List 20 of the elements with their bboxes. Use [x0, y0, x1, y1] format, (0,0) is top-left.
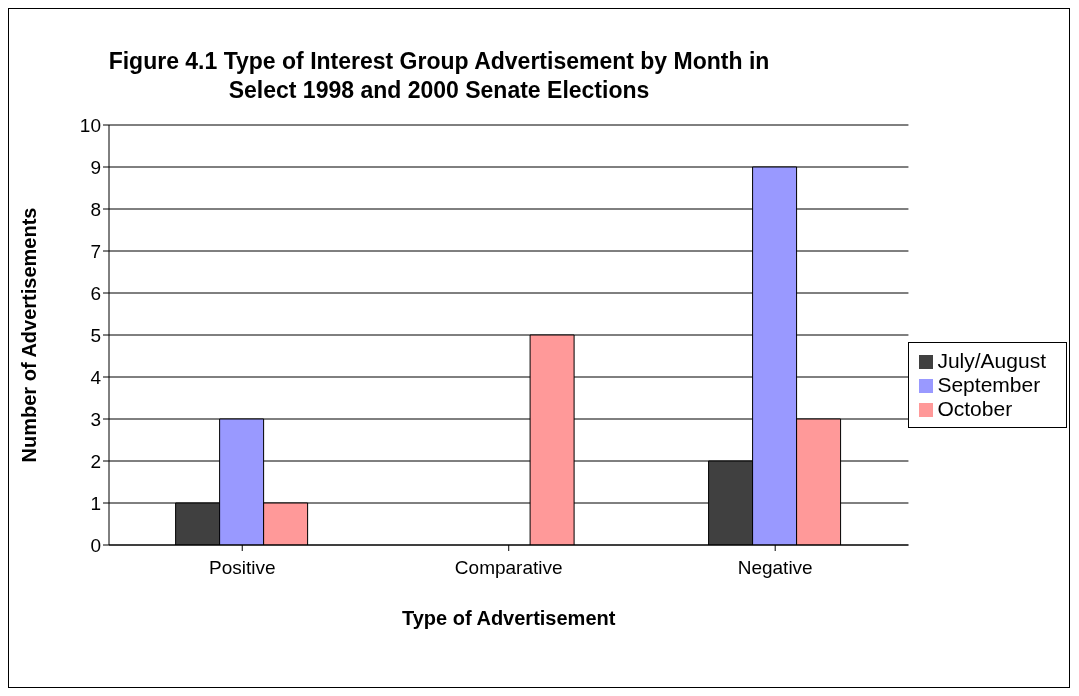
x-tick-label: Negative	[737, 557, 813, 579]
y-tick-label: 4	[90, 366, 102, 388]
x-axis-title: Type of Advertisement	[402, 607, 616, 629]
y-tick-label: 8	[90, 198, 101, 220]
y-tick-label: 5	[90, 324, 101, 346]
y-tick-label: 7	[90, 240, 101, 262]
y-axis-title: Number of Advertisements	[18, 207, 41, 463]
x-tick-label: Comparative	[454, 557, 563, 579]
y-tick-label: 1	[90, 492, 101, 514]
legend-label: September	[937, 373, 1041, 396]
y-tick-label: 6	[90, 282, 101, 304]
y-tick-label: 2	[90, 450, 101, 472]
x-tick-label: Positive	[208, 557, 276, 579]
y-tick-label: 9	[90, 156, 101, 178]
legend-label: July/August	[937, 349, 1046, 372]
legend-label: October	[937, 397, 1013, 420]
y-tick-label: 0	[90, 534, 101, 556]
chart-title: Figure 4.1 Type of Interest Group Advertisement by Month in Select 1998 and 2000 Senate Elections	[107, 47, 771, 105]
y-tick-label: 3	[90, 408, 101, 430]
y-tick-label: 10	[79, 114, 101, 136]
